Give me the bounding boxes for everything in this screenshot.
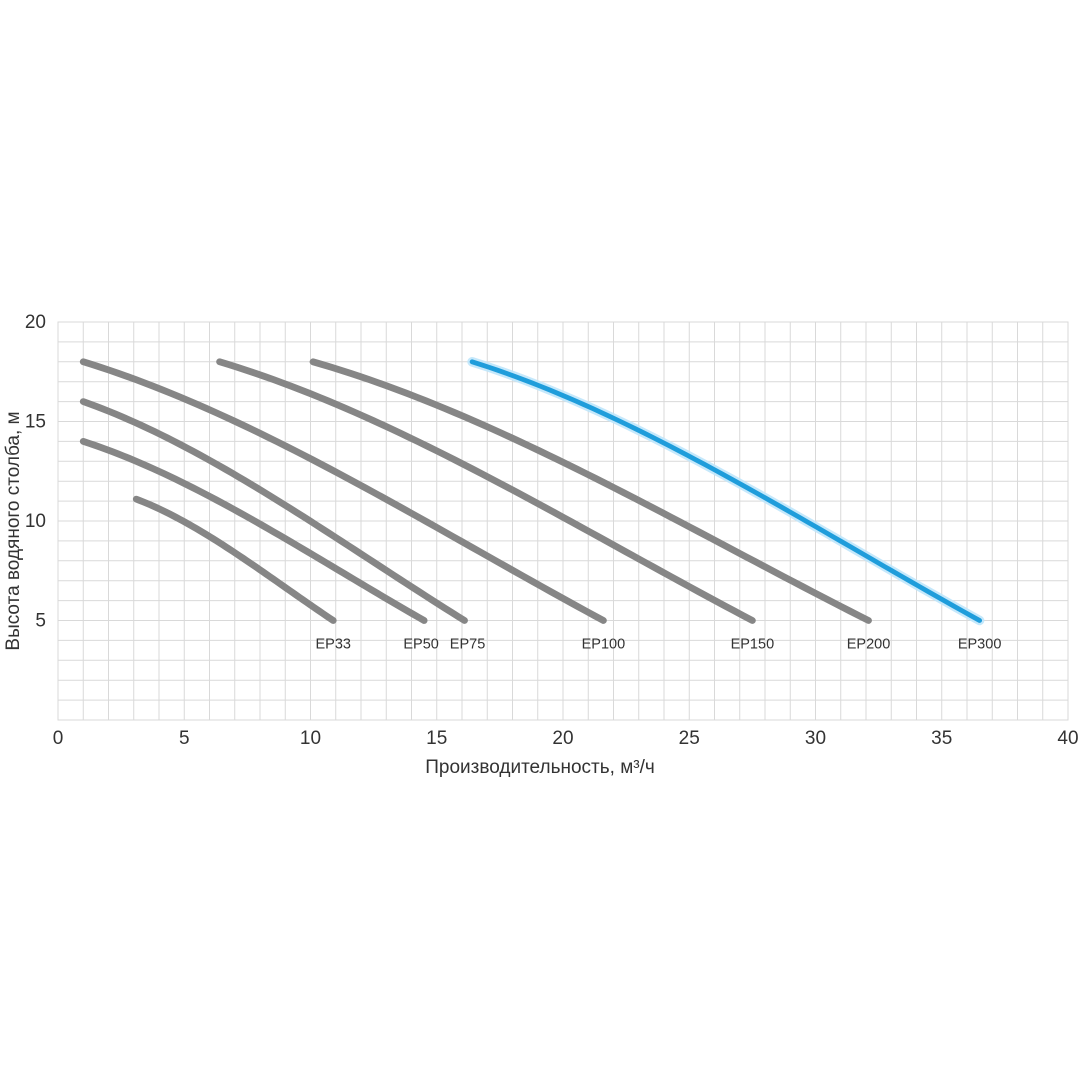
svg-text:20: 20 — [25, 312, 46, 333]
svg-text:EP75: EP75 — [450, 637, 485, 653]
svg-text:0: 0 — [53, 728, 64, 749]
svg-text:35: 35 — [931, 728, 952, 749]
svg-text:EP50: EP50 — [403, 637, 438, 653]
svg-text:40: 40 — [1057, 728, 1078, 749]
svg-text:10: 10 — [25, 511, 46, 532]
svg-text:5: 5 — [179, 728, 190, 749]
svg-text:EP100: EP100 — [582, 637, 626, 653]
svg-text:25: 25 — [679, 728, 700, 749]
svg-text:EP150: EP150 — [731, 637, 775, 653]
svg-text:5: 5 — [35, 611, 46, 632]
svg-text:15: 15 — [25, 412, 46, 433]
svg-text:10: 10 — [300, 728, 321, 749]
svg-text:EP33: EP33 — [315, 637, 350, 653]
svg-text:EP200: EP200 — [847, 637, 891, 653]
svg-text:EP300: EP300 — [958, 637, 1002, 653]
svg-text:20: 20 — [552, 728, 573, 749]
svg-text:15: 15 — [426, 728, 447, 749]
svg-text:30: 30 — [805, 728, 826, 749]
